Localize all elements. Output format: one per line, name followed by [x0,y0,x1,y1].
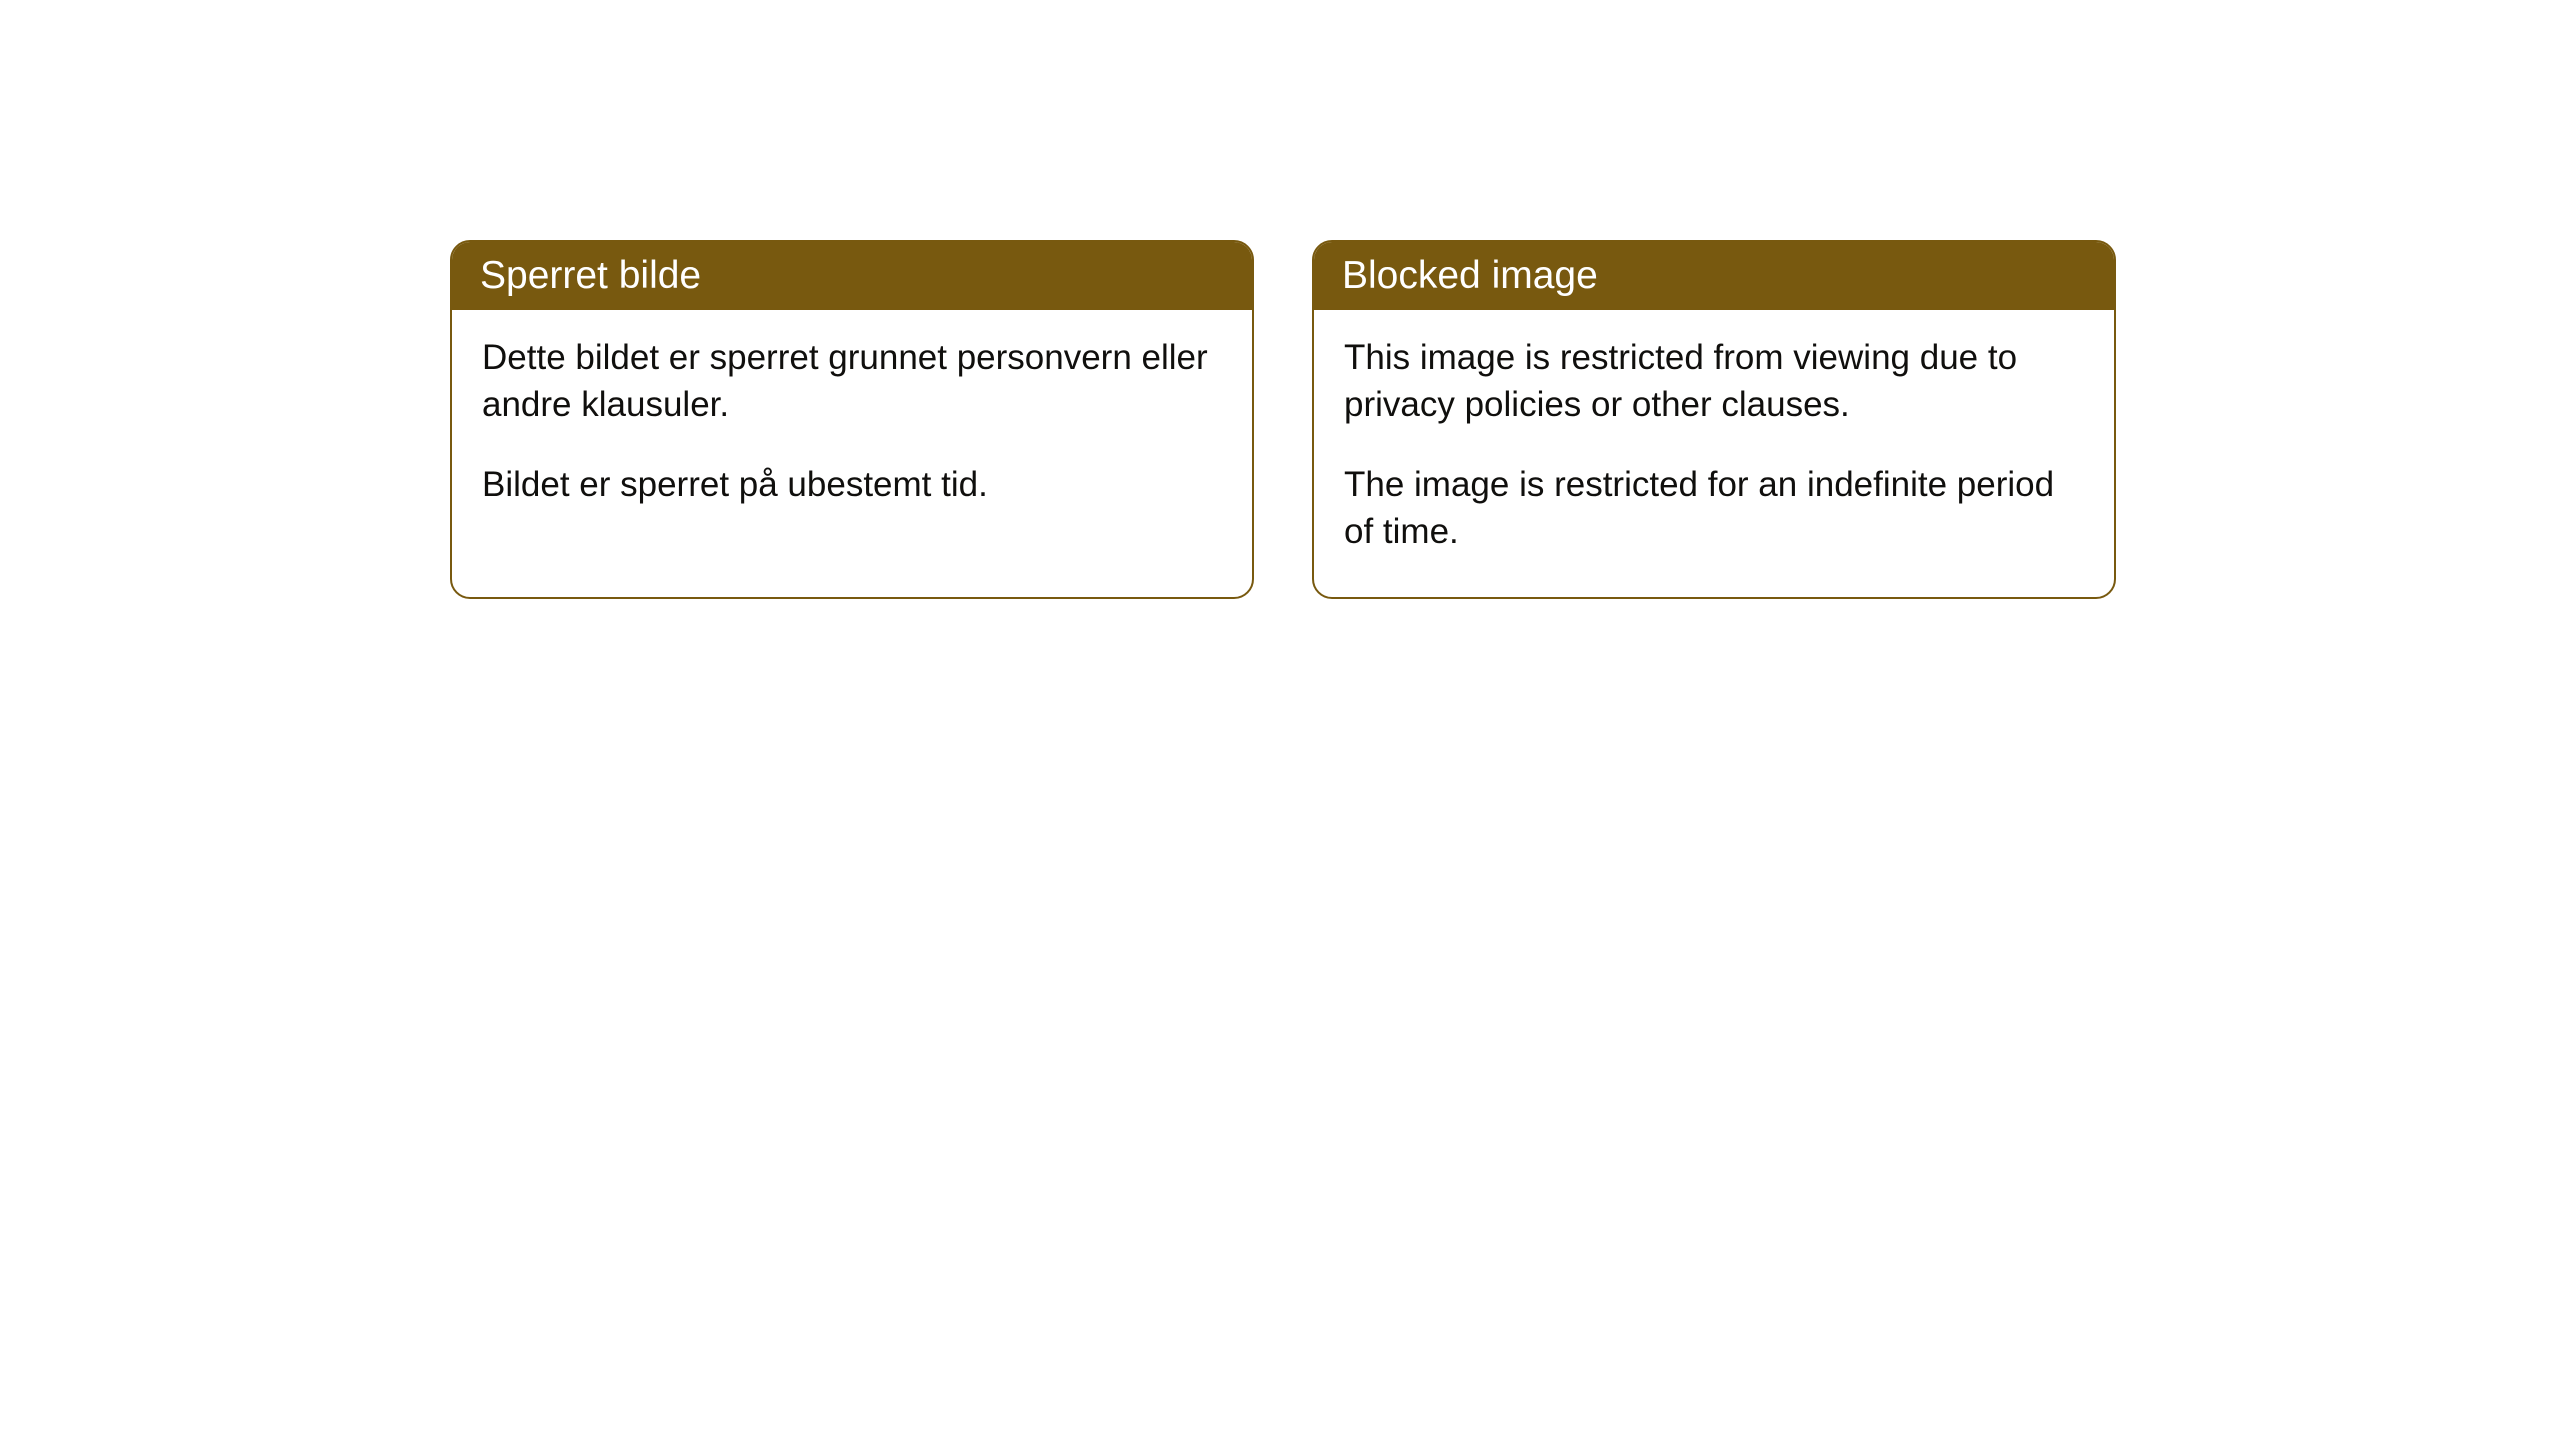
blocked-image-card-no: Sperret bilde Dette bildet er sperret gr… [450,240,1254,599]
card-paragraph: The image is restricted for an indefinit… [1344,461,2084,556]
card-header: Sperret bilde [452,242,1252,310]
notice-cards-container: Sperret bilde Dette bildet er sperret gr… [0,0,2560,599]
card-paragraph: This image is restricted from viewing du… [1344,334,2084,429]
card-body: This image is restricted from viewing du… [1314,310,2114,597]
card-body: Dette bildet er sperret grunnet personve… [452,310,1252,550]
blocked-image-card-en: Blocked image This image is restricted f… [1312,240,2116,599]
card-paragraph: Bildet er sperret på ubestemt tid. [482,461,1222,508]
card-title: Blocked image [1342,254,1598,297]
card-paragraph: Dette bildet er sperret grunnet personve… [482,334,1222,429]
card-title: Sperret bilde [480,254,701,297]
card-header: Blocked image [1314,242,2114,310]
